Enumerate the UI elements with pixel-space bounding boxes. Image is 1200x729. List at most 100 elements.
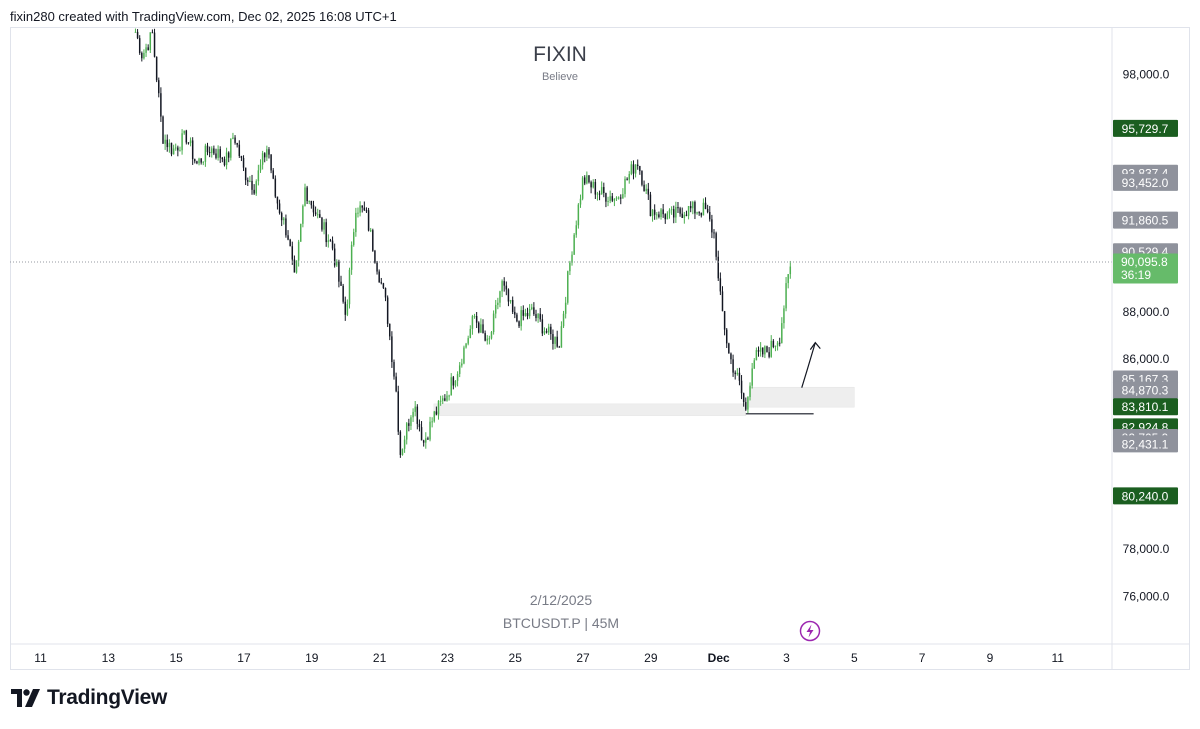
candle-body: [219, 149, 221, 158]
candle-body: [206, 145, 209, 153]
candle-body: [770, 340, 772, 357]
price-label-bg: [1113, 487, 1178, 505]
candle-body: [435, 411, 438, 415]
watermark-date: 2/12/2025: [530, 592, 592, 608]
candle-body: [730, 353, 732, 360]
candle-body: [170, 142, 173, 155]
candle-body: [541, 319, 544, 334]
candle-body: [340, 281, 342, 286]
candle-body: [499, 291, 501, 303]
candle-body: [681, 213, 683, 218]
candle-body: [293, 259, 296, 273]
candle-body: [208, 152, 211, 154]
candle-body: [380, 282, 383, 284]
candle-body: [757, 350, 760, 352]
candle-body: [522, 310, 525, 316]
candle-body: [736, 372, 739, 375]
candle-body: [685, 214, 688, 216]
candle-body: [774, 345, 777, 347]
candle-body: [613, 198, 616, 201]
price-label: 93,452.0: [1122, 176, 1169, 190]
candle-body: [338, 261, 340, 282]
x-tick-label: 27: [576, 651, 590, 665]
candle-body: [715, 233, 717, 257]
candle-body: [410, 417, 412, 426]
watermark: FIXIN Believe 2/12/2025 BTCUSDT.P | 45M: [503, 43, 619, 631]
candle-body: [539, 313, 541, 320]
candle-body: [543, 331, 546, 334]
candle-body: [656, 214, 658, 216]
candle-body: [626, 178, 628, 180]
candle-body: [764, 346, 766, 355]
candle-body: [694, 202, 696, 214]
candle-body: [401, 448, 404, 455]
candle-body: [244, 167, 247, 181]
candle-body: [547, 326, 550, 333]
candle-body: [583, 177, 586, 184]
candle-body: [333, 248, 336, 266]
candle-body: [155, 56, 158, 81]
candle-body: [300, 223, 302, 242]
tradingview-logo[interactable]: TradingView: [11, 686, 167, 710]
chart-frame[interactable]: [10, 27, 1190, 670]
candle-body: [467, 338, 469, 344]
candle-body: [272, 170, 274, 179]
candle-body: [189, 140, 192, 144]
candle-body: [217, 149, 219, 158]
candle-body: [564, 302, 567, 314]
chart-attribution: fixin280 created with TradingView.com, D…: [10, 9, 397, 24]
candle-body: [331, 240, 334, 249]
candle-body: [624, 178, 626, 195]
candle-body: [253, 189, 255, 194]
candle-body: [291, 246, 294, 260]
candle-body: [751, 368, 753, 386]
candle-body: [236, 142, 238, 145]
candle-body: [660, 209, 662, 218]
candles: [134, 28, 792, 458]
candle-body: [327, 240, 330, 243]
candle-body: [437, 400, 440, 415]
candle-body: [497, 302, 499, 305]
candle-body: [202, 161, 205, 163]
candle-body: [194, 159, 196, 162]
x-tick-label: 19: [305, 651, 319, 665]
candle-body: [494, 304, 497, 314]
candle-body: [321, 217, 323, 230]
candle-body: [162, 116, 164, 144]
axes: 98,000.0 88,000.0 86,000.0 78,000.0 76,000.0…: [10, 27, 1190, 670]
candle-body: [609, 196, 611, 201]
candle-body: [509, 300, 512, 302]
candle-body: [227, 152, 230, 158]
candle-body: [628, 174, 630, 180]
candle-body: [274, 178, 277, 197]
y-tick-label: 98,000.0: [1123, 67, 1170, 81]
candle-body: [308, 200, 310, 202]
candle-body: [687, 206, 690, 216]
x-tick-label: 3: [783, 651, 790, 665]
candle-body: [384, 288, 387, 298]
candle-body: [732, 359, 734, 373]
candle-body: [670, 209, 673, 211]
candle-body: [575, 225, 578, 235]
candle-body: [745, 402, 747, 410]
candle-body: [478, 322, 480, 333]
candle-body: [263, 153, 266, 158]
candle-body: [420, 427, 423, 441]
candle-body: [753, 360, 756, 369]
price-label: 83,810.1: [1122, 400, 1169, 414]
candle-body: [276, 196, 279, 204]
price-label-bg: [1113, 119, 1178, 137]
candle-body: [677, 206, 679, 209]
candle-body: [469, 328, 472, 339]
candle-body: [689, 206, 692, 209]
candle-body: [778, 342, 781, 344]
candle-body: [747, 397, 749, 410]
candle-body: [365, 210, 368, 212]
x-tick-label: Dec: [708, 651, 730, 665]
candle-body: [422, 440, 425, 443]
candle-body: [183, 130, 185, 134]
lightning-icon[interactable]: [799, 620, 821, 642]
tradingview-logo-icon: [11, 689, 40, 707]
candle-body: [342, 285, 344, 302]
